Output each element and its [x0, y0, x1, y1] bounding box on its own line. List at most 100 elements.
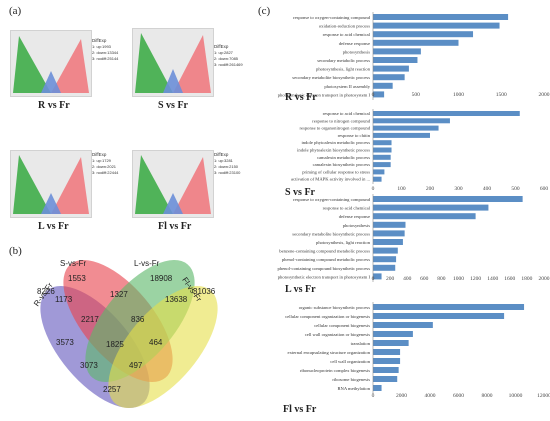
category-label: camalexin metabolic process [317, 155, 370, 160]
bar [373, 264, 396, 271]
category-label: activation of MAPK activity involved in … [291, 177, 370, 182]
volcano-legend-fl: DiffExp 1: up:3281 2: down:2150 3: nodif… [214, 152, 241, 175]
x-tick-label: 0 [372, 393, 375, 399]
bar [373, 82, 393, 89]
volcano-plot-l [10, 150, 92, 218]
volcano-plot-s [132, 28, 214, 97]
venn-count-l-fl: 13638 [165, 295, 188, 304]
venn-count-r-s-fl: 3573 [56, 338, 74, 347]
bar [373, 57, 418, 63]
bar [373, 367, 399, 373]
bar [373, 14, 509, 20]
category-label: cellular component biogenesis [314, 323, 370, 328]
category-label: photosynthesis [343, 223, 371, 228]
venn-count-all: 1825 [106, 340, 124, 349]
venn-count-s-only: 1553 [68, 274, 86, 283]
category-label: cell wall organization [330, 359, 370, 364]
category-label: photosynthesis [343, 49, 371, 54]
category-label: cell wall organization or biogenesis [305, 332, 370, 337]
category-label: photosynthetic electron transport in pho… [278, 92, 371, 97]
volcano-graphic-fl [135, 155, 211, 214]
bar [373, 204, 489, 211]
bar-chart-l: response to oxygen-containing compound re… [258, 193, 550, 289]
volcano-legend-r: DiffExp 1: up:1993 2: down:13344 3: nodi… [92, 38, 119, 61]
bar [373, 221, 406, 228]
category-label: response to oxygen-containing compound [293, 197, 371, 202]
bar [373, 385, 382, 391]
bar-chart-title-fl: Fl vs Fr [283, 404, 317, 415]
bar [373, 169, 385, 175]
category-label: organic substance biosynthetic process [299, 305, 370, 310]
x-tick-label: 600 [540, 186, 549, 190]
bar [373, 31, 474, 38]
panel-label-c: (c) [258, 5, 271, 17]
category-label: RNA methylation [337, 386, 370, 391]
x-tick-label: 12000 [537, 393, 550, 399]
venn-diagram: R-vs-Fr S-vs-Fr L-vs-Fr Fl-vs-Fr 8226 15… [0, 245, 256, 421]
x-tick-label: 1000 [453, 92, 464, 98]
category-label: response to organonitrogen compound [300, 126, 371, 131]
bar-chart-l-svg: response to oxygen-containing compound re… [278, 194, 550, 282]
category-label: phenol-containing compound metabolic pro… [282, 257, 370, 262]
bar-chart-r-svg: response to oxygen-containing compound ox… [278, 12, 550, 100]
category-label: secondary metabolic process [317, 58, 370, 63]
volcano-graphic-s [135, 33, 211, 93]
volcano-legend-l: DiffExp 1: up:1729 2: down:2021 3: nodif… [92, 152, 119, 175]
venn-count-r-only: 8226 [37, 287, 55, 296]
panel-label-b: (b) [9, 245, 22, 257]
venn-count-s-fl: 464 [149, 338, 163, 347]
x-tick-label: 100 [397, 186, 406, 190]
bar [373, 331, 413, 337]
category-label: ribonucleoprotein complex biogenesis [300, 368, 370, 373]
venn-count-s-l: 1327 [110, 290, 128, 299]
venn-set-label-s: S-vs-Fr [60, 259, 87, 268]
bar [373, 48, 421, 55]
bar [373, 74, 405, 81]
bar [373, 340, 409, 346]
x-tick-label: 2000 [539, 92, 550, 98]
category-label: photosynthesis, light reaction [316, 240, 371, 246]
bar [373, 22, 500, 29]
x-tick-label: 400 [483, 186, 492, 190]
category-label: response to nitrogen compound [312, 118, 370, 123]
bar [373, 196, 523, 202]
bar [373, 176, 382, 182]
x-tick-label: 300 [454, 186, 463, 190]
category-label: secondary metabolite biosynthetic proces… [292, 75, 370, 80]
x-tick-label: 1600 [504, 276, 515, 282]
venn-count-fl-only: 31036 [193, 287, 216, 296]
x-tick-label: 4000 [425, 393, 436, 399]
bar [373, 162, 391, 168]
category-label: priming of cellular response to stress [302, 169, 370, 174]
category-label: indole phytoalexin biosynthetic process [297, 148, 370, 153]
category-label: defense response [339, 41, 370, 46]
bar [373, 132, 430, 138]
venn-count-l-only: 18908 [150, 274, 173, 283]
bar [373, 304, 525, 310]
bar [373, 118, 450, 124]
bar [373, 91, 385, 98]
bar [373, 273, 382, 280]
bar [373, 125, 439, 131]
bar [373, 239, 403, 245]
volcano-title-fl: Fl vs Fr [158, 221, 192, 232]
venn-count-r-l-fl: 497 [129, 361, 143, 370]
bar [373, 140, 392, 146]
category-label: response to acid chemical [323, 206, 371, 211]
x-tick-label: 1500 [496, 92, 507, 98]
bar [373, 256, 397, 263]
category-label: secondary metabolite biosynthetic proces… [292, 231, 370, 236]
x-tick-label: 500 [412, 92, 421, 98]
category-label: response to oxygen-containing compound [293, 15, 371, 20]
venn-set-label-l: L-vs-Fr [134, 259, 160, 268]
x-tick-label: 1200 [470, 276, 481, 282]
x-tick-label: 1000 [453, 276, 464, 282]
x-tick-label: 2000 [396, 393, 407, 399]
venn-count-r-fl: 2257 [103, 385, 121, 394]
venn-count-r-s-l: 2217 [81, 315, 99, 324]
bar-chart-s-svg: response to acid chemical response to nit… [291, 109, 549, 192]
bar-chart-title-l: L vs Fr [285, 284, 316, 295]
x-tick-label: 1800 [521, 276, 532, 282]
bar-chart-fl-svg: organic substance biosynthetic process ce… [285, 302, 550, 399]
volcano-legend-s: DiffExp 1: up:2827 2: down:7085 3: nodif… [214, 44, 243, 67]
